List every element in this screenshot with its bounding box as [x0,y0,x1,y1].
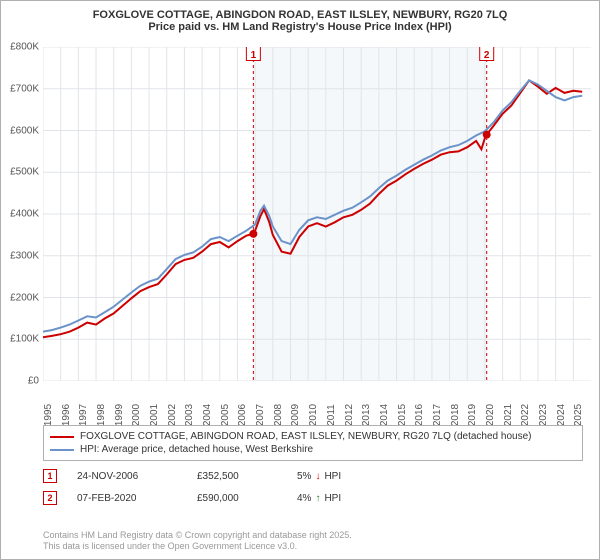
x-tick-label: 1997 [78,404,89,426]
x-tick-label: 2009 [290,404,301,426]
x-tick-label: 1999 [114,404,125,426]
svg-text:2: 2 [484,50,490,61]
attribution: Contains HM Land Registry data © Crown c… [43,530,352,553]
sale-delta: 4% ↑ HPI [297,493,377,504]
title-line2: Price paid vs. HM Land Registry's House … [11,21,589,33]
y-tick-label: £400K [10,209,39,220]
y-tick-label: £700K [10,83,39,94]
x-tick-label: 2025 [573,404,584,426]
x-tick-label: 2005 [220,404,231,426]
x-tick-label: 2016 [414,404,425,426]
legend-swatch [50,436,74,438]
x-tick-label: 2015 [397,404,408,426]
sale-delta-suffix: HPI [324,471,341,482]
x-tick-label: 2006 [237,404,248,426]
y-axis-labels: £0£100K£200K£300K£400K£500K£600K£700K£80… [1,47,41,381]
x-tick-label: 2018 [450,404,461,426]
y-tick-label: £800K [10,42,39,53]
x-tick-label: 1998 [96,404,107,426]
sale-delta-pct: 5% [297,471,311,482]
x-tick-label: 2001 [149,404,160,426]
sale-delta: 5% ↓ HPI [297,471,377,482]
y-tick-label: £300K [10,250,39,261]
sale-marker: 2 [43,491,57,505]
arrow-icon: ↓ [315,471,320,482]
x-tick-label: 2023 [538,404,549,426]
x-tick-label: 2021 [503,404,514,426]
y-tick-label: £200K [10,292,39,303]
sale-price: £590,000 [197,493,277,504]
x-tick-label: 1996 [61,404,72,426]
sale-delta-pct: 4% [297,493,311,504]
sale-date: 07-FEB-2020 [77,493,177,504]
x-tick-label: 2003 [184,404,195,426]
sale-date: 24-NOV-2006 [77,471,177,482]
x-tick-label: 1995 [43,404,54,426]
legend-row: FOXGLOVE COTTAGE, ABINGDON ROAD, EAST IL… [50,430,576,443]
x-tick-label: 2008 [273,404,284,426]
chart-svg: 12 [43,47,591,381]
sale-delta-suffix: HPI [324,493,341,504]
x-tick-label: 2022 [520,404,531,426]
legend-label: FOXGLOVE COTTAGE, ABINGDON ROAD, EAST IL… [80,431,531,442]
x-axis-labels: 1995 1996 1997 1998 1999 2000 2001 2002 2003 2004… [43,385,591,425]
x-tick-label: 2011 [326,404,337,426]
x-tick-label: 2013 [361,404,372,426]
x-tick-label: 2017 [432,404,443,426]
y-tick-label: £100K [10,334,39,345]
x-tick-label: 2019 [467,404,478,426]
x-tick-label: 2012 [344,404,355,426]
x-tick-label: 2010 [308,404,319,426]
svg-text:1: 1 [251,50,257,61]
y-tick-label: £600K [10,125,39,136]
legend-row: HPI: Average price, detached house, West… [50,443,576,456]
x-tick-label: 2004 [202,404,213,426]
x-tick-label: 2014 [379,404,390,426]
x-tick-label: 2007 [255,404,266,426]
attribution-line1: Contains HM Land Registry data © Crown c… [43,530,352,542]
sale-row: 2 07-FEB-2020 £590,000 4% ↑ HPI [43,487,583,509]
x-tick-label: 2024 [556,404,567,426]
sale-rows: 1 24-NOV-2006 £352,500 5% ↓ HPI 2 07-FEB-2020 £5… [43,465,583,509]
sale-marker: 1 [43,469,57,483]
title-block: FOXGLOVE COTTAGE, ABINGDON ROAD, EAST IL… [1,1,599,37]
x-tick-label: 2002 [167,404,178,426]
y-tick-label: £500K [10,167,39,178]
sale-price: £352,500 [197,471,277,482]
y-tick-label: £0 [28,376,39,387]
chart-frame: FOXGLOVE COTTAGE, ABINGDON ROAD, EAST IL… [0,0,600,560]
title-line1: FOXGLOVE COTTAGE, ABINGDON ROAD, EAST IL… [11,9,589,21]
chart-area: 12 [43,47,591,381]
legend-swatch [50,449,74,451]
legend-label: HPI: Average price, detached house, West… [80,444,313,455]
sale-row: 1 24-NOV-2006 £352,500 5% ↓ HPI [43,465,583,487]
attribution-line2: This data is licensed under the Open Gov… [43,541,352,553]
x-tick-label: 2020 [485,404,496,426]
x-tick-label: 2000 [131,404,142,426]
legend-box: FOXGLOVE COTTAGE, ABINGDON ROAD, EAST IL… [43,425,583,461]
arrow-icon: ↑ [315,493,320,504]
